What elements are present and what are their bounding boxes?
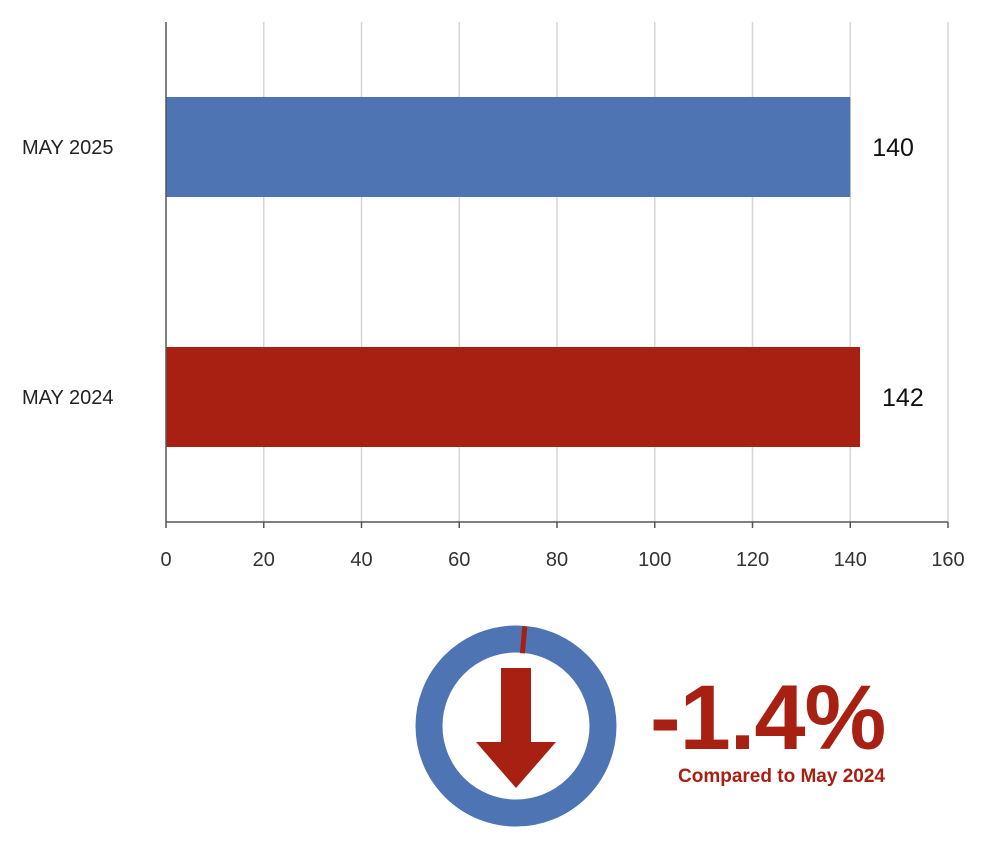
bar [166,97,851,197]
bar-chart: 0 20 40 60 80 100 120 140 160 MAY 2025 140 MAY 2024… [22,22,965,571]
axes [165,22,949,528]
donut-marker [519,626,528,654]
x-tick-label: 20 [253,549,275,571]
change-percent: -1.4% [650,667,886,769]
data-label: 142 [882,384,924,412]
comparison-caption: Compared to May 2024 [678,766,885,787]
x-tick-label: 0 [160,549,171,571]
x-tick-label: 160 [931,549,964,571]
down-arrow-icon [476,668,556,788]
x-tick-label: 40 [350,549,372,571]
change-donut [415,625,617,827]
bar [166,347,861,447]
data-label: 140 [872,134,914,162]
bars [166,97,861,447]
x-tick-label: 80 [546,549,568,571]
category-label: MAY 2025 [22,137,114,159]
change-summary: -1.4% Compared to May 2024 [410,620,970,835]
x-tick-label: 60 [448,549,470,571]
x-tick-label: 120 [736,549,769,571]
x-tick-label: 100 [638,549,671,571]
x-tick-label: 140 [834,549,867,571]
donut-ring [415,625,617,827]
labels: 0 20 40 60 80 100 120 140 160 MAY 2025 140 MAY 2024… [22,134,965,571]
category-label: MAY 2024 [22,387,114,409]
